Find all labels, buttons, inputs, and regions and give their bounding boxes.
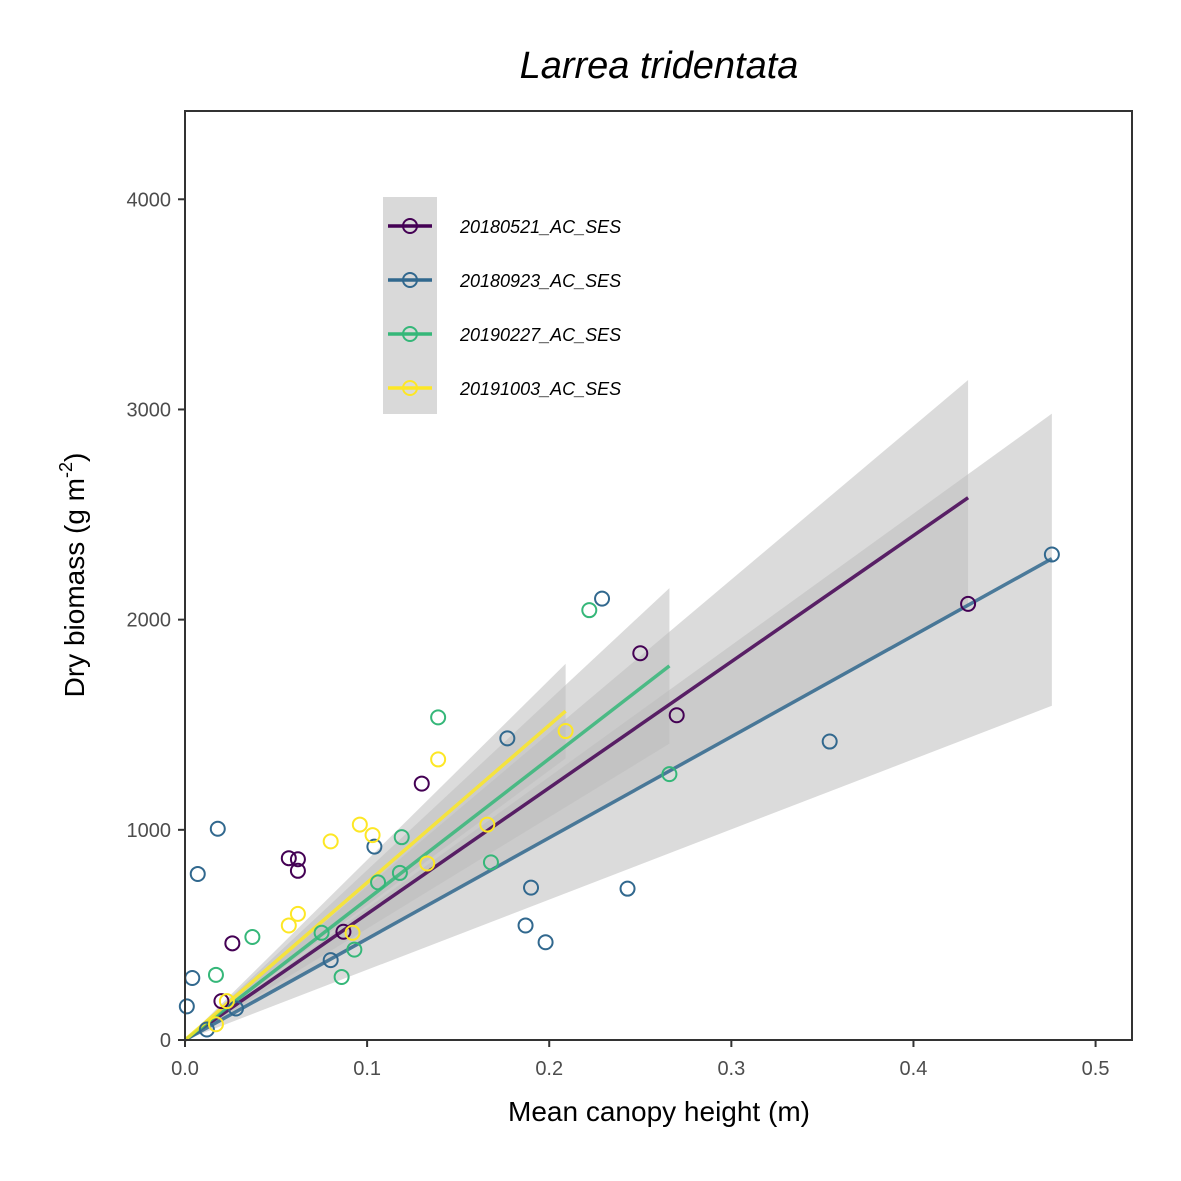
y-tick-label: 1000: [127, 820, 172, 842]
y-tick-label: 3000: [127, 399, 172, 421]
data-point-series-4: [207, 1016, 224, 1033]
data-point-series-3: [430, 709, 447, 726]
data-point-series-1: [413, 775, 430, 792]
data-point-series-4: [351, 816, 368, 833]
legend-label-4: 20191003_AC_SES: [459, 379, 621, 399]
data-point-series-2: [1043, 546, 1060, 563]
y-axis-label: Dry biomass (g m-2): [56, 453, 90, 698]
legend-key-point-4: [402, 380, 418, 396]
chart-title: Larrea tridentata: [520, 45, 799, 87]
x-tick-label: 0.5: [1082, 1058, 1110, 1080]
data-point-series-3: [581, 602, 598, 619]
legend-label-2: 20180923_AC_SES: [459, 271, 621, 291]
legend-key-point-1: [402, 218, 418, 234]
x-tick-label: 0.2: [535, 1058, 563, 1080]
data-point-series-1: [960, 595, 977, 612]
legend-key-point-2: [402, 272, 418, 288]
y-axis-label-superscript: -2: [56, 462, 76, 478]
data-point-series-2: [178, 998, 195, 1015]
data-point-series-3: [313, 924, 330, 941]
data-point-series-2: [189, 865, 206, 882]
data-point-series-3: [661, 766, 678, 783]
data-point-series-2: [209, 820, 226, 837]
data-point-series-3: [244, 929, 261, 946]
data-point-series-3: [393, 829, 410, 846]
legend: 20180521_AC_SES 20180923_AC_SES 20190227_A…: [383, 197, 621, 414]
y-tick-label: 0: [160, 1030, 171, 1052]
data-point-series-2: [322, 952, 339, 969]
y-tick-label: 2000: [127, 610, 172, 632]
data-point-series-2: [499, 730, 516, 747]
x-tick-label: 0.3: [717, 1058, 745, 1080]
data-point-series-2: [184, 969, 201, 986]
x-axis-label: Mean canopy height (m): [508, 1096, 810, 1127]
data-point-series-3: [207, 966, 224, 983]
data-point-series-4: [364, 827, 381, 844]
data-point-series-4: [430, 751, 447, 768]
data-point-series-1: [280, 850, 297, 867]
data-point-series-3: [391, 864, 408, 881]
data-point-series-4: [322, 833, 339, 850]
y-tick-label: 4000: [127, 189, 172, 211]
data-point-series-1: [668, 707, 685, 724]
data-point-series-4: [479, 816, 496, 833]
y-axis-label-main: Dry biomass (g m: [59, 478, 90, 697]
data-point-series-1: [213, 993, 230, 1010]
data-point-series-2: [517, 917, 534, 934]
data-points: [178, 546, 1060, 1038]
legend-key-point-3: [402, 326, 418, 342]
y-axis: 0 1000 2000 3000 4000: [127, 189, 185, 1052]
data-point-series-2: [619, 880, 636, 897]
legend-label-1: 20180521_AC_SES: [459, 217, 621, 237]
data-point-series-3: [346, 941, 363, 958]
confidence-band-4: [185, 663, 566, 1040]
data-point-series-2: [523, 879, 540, 896]
x-tick-label: 0.4: [900, 1058, 928, 1080]
data-point-series-3: [482, 854, 499, 871]
data-point-series-4: [280, 917, 297, 934]
data-point-series-3: [370, 874, 387, 891]
data-point-series-4: [557, 723, 574, 740]
data-point-series-4: [218, 993, 235, 1010]
x-tick-label: 0.1: [353, 1058, 381, 1080]
data-point-series-1: [335, 923, 352, 940]
data-point-series-2: [594, 590, 611, 607]
data-point-series-4: [344, 924, 361, 941]
data-point-series-1: [289, 851, 306, 868]
data-point-series-1: [224, 935, 241, 952]
data-point-series-2: [537, 934, 554, 951]
x-tick-label: 0.0: [171, 1058, 199, 1080]
data-point-series-1: [289, 862, 306, 879]
fit-line-2: [184, 557, 1053, 1042]
data-point-series-2: [198, 1021, 215, 1038]
y-axis-label-close: ): [59, 453, 90, 462]
data-point-series-4: [289, 905, 306, 922]
plot-frame: [184, 110, 1133, 1041]
x-axis: 0.0 0.1 0.2 0.3 0.4 0.5: [171, 1040, 1109, 1080]
data-point-series-2: [821, 733, 838, 750]
fit-line-1: [184, 496, 970, 1042]
data-point-series-1: [632, 645, 649, 662]
data-point-series-4: [419, 855, 436, 872]
fit-line-3: [183, 664, 671, 1042]
data-point-series-2: [366, 838, 383, 855]
data-point-series-3: [333, 968, 350, 985]
legend-label-3: 20190227_AC_SES: [459, 325, 621, 345]
